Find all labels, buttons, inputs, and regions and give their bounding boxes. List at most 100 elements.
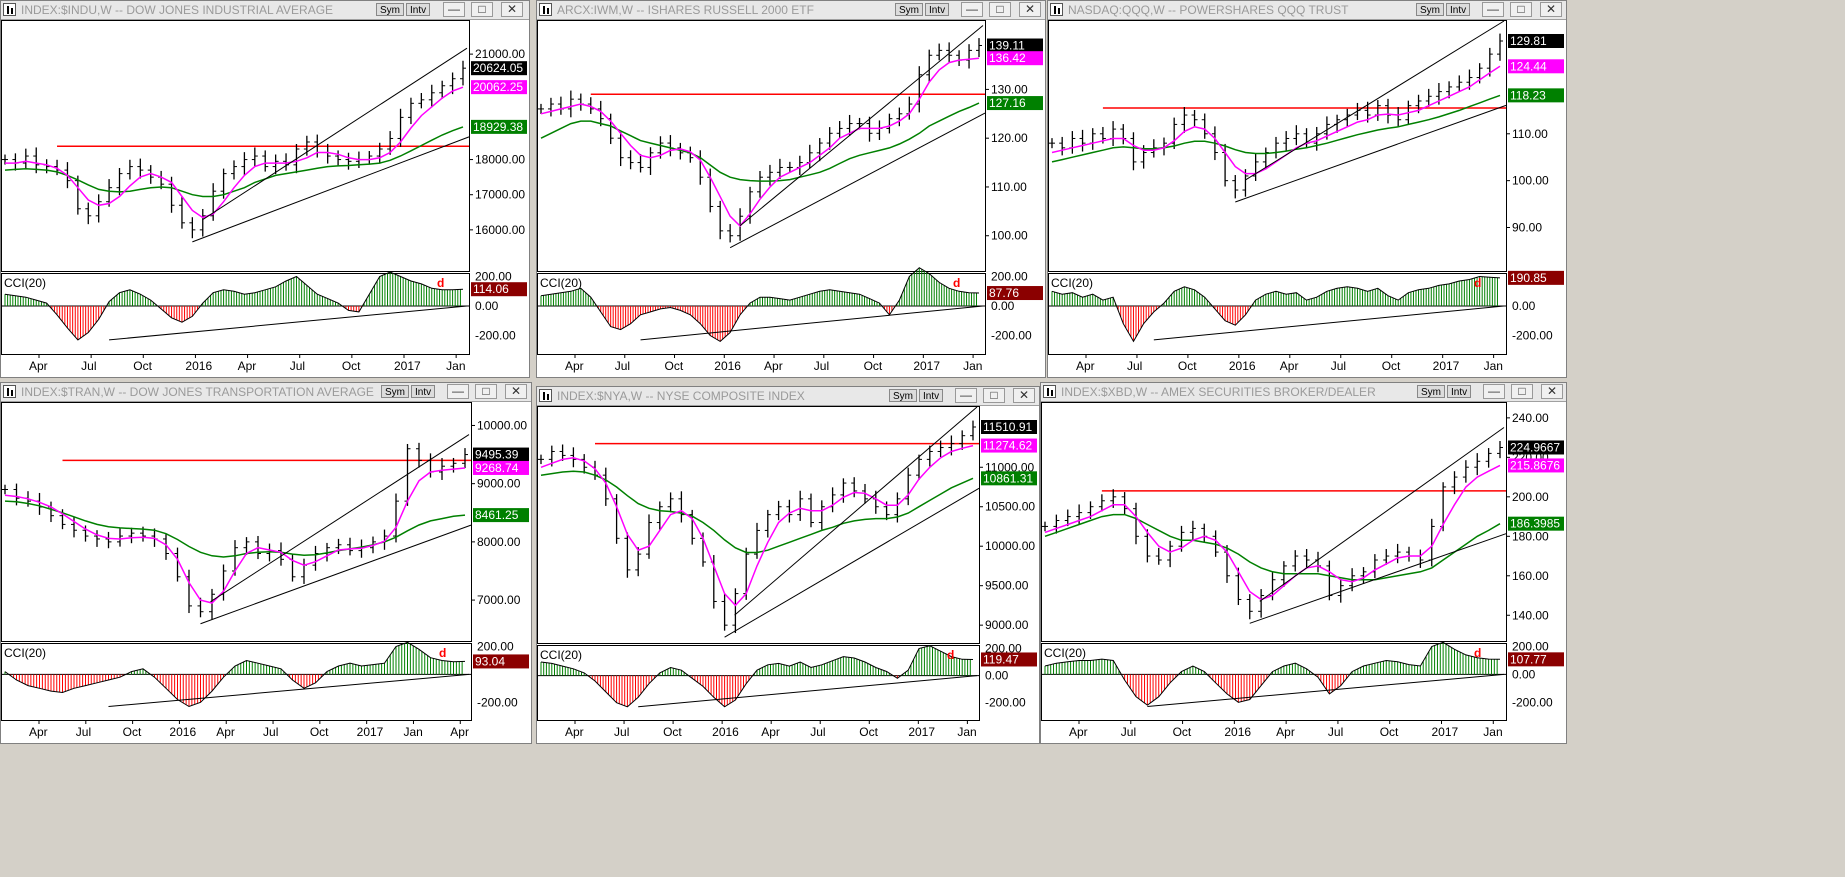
x-tick-label: Apr <box>1069 725 1088 739</box>
last-value-label-bg <box>473 447 529 462</box>
intv-button[interactable]: Intv <box>919 389 944 402</box>
slow-moving-average-line <box>540 102 980 182</box>
close-icon[interactable]: ✕ <box>501 2 523 17</box>
slow-moving-average-line <box>1044 513 1501 581</box>
maximize-icon[interactable]: □ <box>983 388 1005 403</box>
intv-button[interactable]: Intv <box>1446 3 1471 16</box>
last-value-label: 118.23 <box>1510 88 1546 102</box>
maximize-icon[interactable]: □ <box>989 2 1011 17</box>
intv-button[interactable]: Intv <box>1447 385 1472 398</box>
cci-line <box>1044 641 1501 706</box>
x-tick-label: Apr <box>1276 725 1295 739</box>
x-tick-label: Apr <box>29 359 48 373</box>
minimize-icon[interactable]: — <box>961 2 983 17</box>
chart-window-qqq[interactable]: NASDAQ:QQQ,W -- POWERSHARES QQQ TRUST Sy… <box>1047 0 1567 378</box>
x-tick-label: Jan <box>1483 725 1502 739</box>
price-chart-indu[interactable]: 21000.00 18000.00 17000.00 16000.00 20624.05… <box>1 20 529 378</box>
sym-button[interactable]: Sym <box>889 389 917 402</box>
price-chart-xbd[interactable]: 240.00220.00200.00180.00160.00140.00224.… <box>1041 402 1566 744</box>
chart-app-icon <box>3 3 16 16</box>
last-value-label: 224.9667 <box>1510 440 1560 454</box>
last-value-label: 20062.25 <box>473 80 523 94</box>
window-title: ARCX:IWM,W -- ISHARES RUSSELL 2000 ETF <box>557 3 814 17</box>
intv-button[interactable]: Intv <box>406 3 431 16</box>
maximize-icon[interactable]: □ <box>1510 2 1532 17</box>
cci-tick-label: 200.00 <box>477 640 514 654</box>
price-chart-nya[interactable]: 11000.00 10500.00 10000.00 9500.00 9000.00 11… <box>537 406 1039 744</box>
close-icon[interactable]: ✕ <box>1019 2 1041 17</box>
price-chart-tran[interactable]: 10000.00 9000.00 8000.00 7000.00 9495.399268… <box>1 402 531 744</box>
x-tick-label: Oct <box>1173 725 1192 739</box>
fast-moving-average-line <box>1051 65 1501 175</box>
y-tick-label: 160.00 <box>1512 569 1549 583</box>
minimize-icon[interactable]: — <box>955 388 977 403</box>
sym-button[interactable]: Sym <box>1416 3 1444 16</box>
minimize-icon[interactable]: — <box>1482 2 1504 17</box>
x-tick-label: 2017 <box>908 725 935 739</box>
window-title: INDEX:$INDU,W -- DOW JONES INDUSTRIAL AV… <box>21 3 334 17</box>
minimize-icon[interactable]: — <box>1483 384 1505 399</box>
minimize-icon[interactable]: — <box>447 384 469 399</box>
y-tick-label: 9000.00 <box>477 477 521 491</box>
sym-button[interactable]: Sym <box>376 3 404 16</box>
y-tick-label: 18000.00 <box>475 153 525 167</box>
close-icon[interactable]: ✕ <box>1541 384 1563 399</box>
maximize-icon[interactable]: □ <box>475 384 497 399</box>
slow-moving-average-line <box>1051 94 1501 163</box>
chart-window-nya[interactable]: INDEX:$NYA,W -- NYSE COMPOSITE INDEX Sym… <box>536 386 1040 744</box>
last-value-label: 215.8676 <box>1510 458 1560 472</box>
window-titlebar[interactable]: INDEX:$XBD,W -- AMEX SECURITIES BROKER/D… <box>1041 383 1566 402</box>
sym-button[interactable]: Sym <box>381 385 409 398</box>
cci-tick-label: 200.00 <box>1512 640 1549 654</box>
x-tick-label: Jul <box>1127 359 1142 373</box>
maximize-icon[interactable]: □ <box>1511 384 1533 399</box>
last-value-label-bg <box>473 508 529 523</box>
maximize-icon[interactable]: □ <box>471 2 493 17</box>
intv-button[interactable]: Intv <box>411 385 436 398</box>
window-titlebar[interactable]: INDEX:$INDU,W -- DOW JONES INDUSTRIAL AV… <box>1 1 529 20</box>
window-titlebar[interactable]: INDEX:$TRAN,W -- DOW JONES TRANSPORTATIO… <box>1 383 531 402</box>
close-icon[interactable]: ✕ <box>1013 388 1035 403</box>
close-icon[interactable]: ✕ <box>505 384 527 399</box>
last-value-label: 11510.91 <box>983 420 1032 434</box>
last-value-label: 11274.62 <box>983 439 1032 453</box>
y-tick-label: 120.00 <box>991 131 1028 145</box>
chart-window-tran[interactable]: INDEX:$TRAN,W -- DOW JONES TRANSPORTATIO… <box>0 382 532 744</box>
chart-window-indu[interactable]: INDEX:$INDU,W -- DOW JONES INDUSTRIAL AV… <box>0 0 530 378</box>
sym-button[interactable]: Sym <box>895 3 923 16</box>
cci-value-label: 93.04 <box>475 654 505 668</box>
cci-plot-frame <box>537 273 986 355</box>
x-tick-label: 2017 <box>1432 725 1459 739</box>
x-tick-label: Oct <box>665 359 684 373</box>
x-tick-label: Apr <box>450 725 469 739</box>
sym-button[interactable]: Sym <box>1417 385 1445 398</box>
last-value-label-bg <box>987 38 1043 53</box>
cci-line <box>1051 275 1501 343</box>
cci-value-label: 119.47 <box>983 652 1019 666</box>
y-tick-label: 8000.00 <box>477 535 521 549</box>
window-titlebar[interactable]: NASDAQ:QQQ,W -- POWERSHARES QQQ TRUST Sy… <box>1048 1 1566 20</box>
last-value-label-bg <box>987 51 1043 66</box>
y-tick-label: 110.00 <box>991 180 1027 194</box>
y-tick-label: 21000.00 <box>475 47 525 61</box>
chart-app-icon <box>1050 3 1063 16</box>
cci-tick-label: -200.00 <box>477 695 518 709</box>
window-titlebar[interactable]: ARCX:IWM,W -- ISHARES RUSSELL 2000 ETF S… <box>537 1 1045 20</box>
cci-title: CCI(20) <box>540 648 582 662</box>
window-titlebar[interactable]: INDEX:$NYA,W -- NYSE COMPOSITE INDEX Sym… <box>537 387 1039 406</box>
intv-button[interactable]: Intv <box>925 3 950 16</box>
minimize-icon[interactable]: — <box>443 2 465 17</box>
chart-window-xbd[interactable]: INDEX:$XBD,W -- AMEX SECURITIES BROKER/D… <box>1040 382 1567 744</box>
x-tick-label: 2016 <box>712 725 739 739</box>
cci-plot-frame <box>1 643 472 721</box>
x-tick-label: 2016 <box>185 359 212 373</box>
cci-plot-frame <box>537 645 980 721</box>
chart-window-iwm[interactable]: ARCX:IWM,W -- ISHARES RUSSELL 2000 ETF S… <box>536 0 1046 378</box>
y-tick-label: 9000.00 <box>985 618 1029 632</box>
price-chart-qqq[interactable]: 110.00 100.00 90.00 129.81 124.44 118.23 CCI(2… <box>1048 20 1566 378</box>
x-tick-label: 2016 <box>1229 359 1256 373</box>
chart-app-icon <box>539 3 552 16</box>
close-icon[interactable]: ✕ <box>1540 2 1562 17</box>
x-tick-label: Jan <box>403 725 422 739</box>
